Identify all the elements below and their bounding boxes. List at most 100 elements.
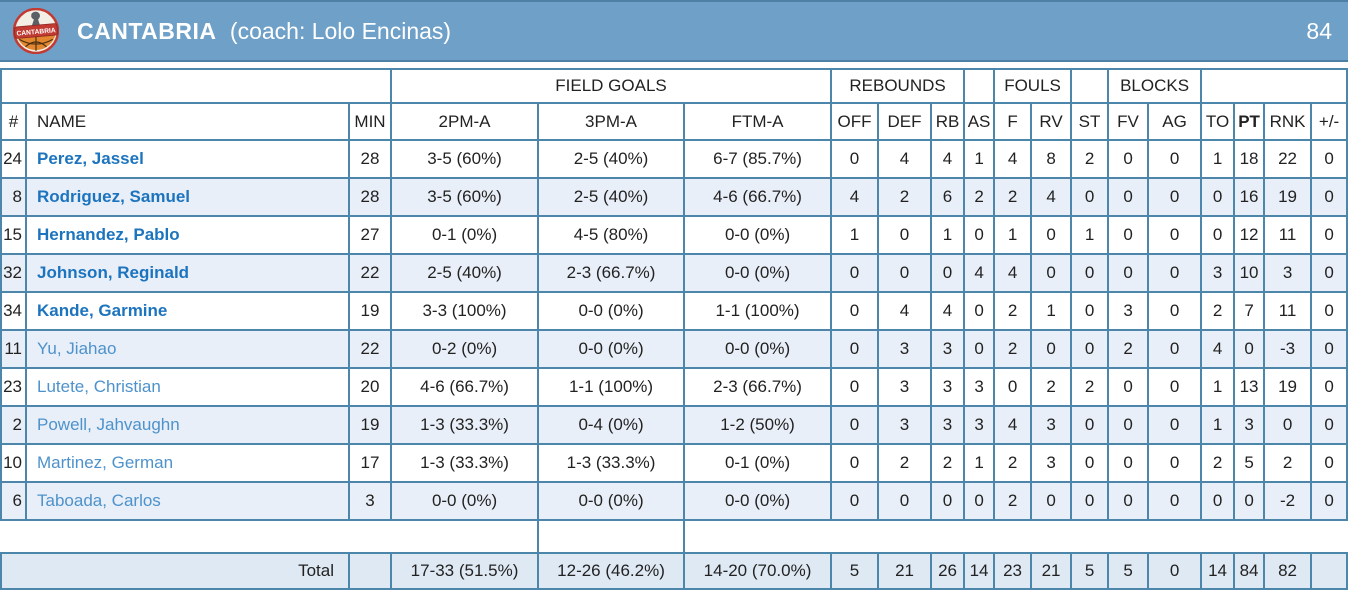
stat-off: 0 (830, 481, 880, 521)
player-row: 10 Martinez, German 17 1-3 (33.3%) 1-3 (… (0, 443, 1348, 483)
stat-rb: 0 (930, 253, 966, 293)
player-name-link[interactable]: Powell, Jahvaughn (25, 405, 350, 445)
player-name-link[interactable]: Kande, Garmine (25, 291, 350, 331)
box-score-table: FIELD GOALS REBOUNDS FOULS BLOCKS # NAME… (0, 68, 1348, 590)
stat-to: 3 (1200, 253, 1236, 293)
stat-3pm: 1-1 (100%) (537, 367, 686, 407)
stat-pt: 12 (1233, 215, 1266, 255)
stat-plusminus: 0 (1310, 215, 1348, 255)
stat-ftm: 1-2 (50%) (683, 405, 833, 445)
stat-min: 20 (347, 367, 393, 407)
stat-pt: 3 (1233, 405, 1266, 445)
stat-rnk: 22 (1263, 139, 1313, 179)
player-name-link[interactable]: Rodriguez, Samuel (25, 177, 350, 217)
spacer-cell (684, 520, 1348, 553)
stat-to: 1 (1200, 367, 1236, 407)
stat-as: 0 (963, 481, 996, 521)
group-field-goals: FIELD GOALS (390, 68, 833, 104)
stat-fv: 0 (1107, 215, 1150, 255)
stat-to: 0 (1200, 481, 1236, 521)
stat-plusminus: 0 (1310, 177, 1348, 217)
col-min: MIN (347, 102, 393, 141)
team-title: CANTABRIA (coach: Lolo Encinas) (77, 18, 451, 45)
player-name-link[interactable]: Perez, Jassel (25, 139, 350, 179)
stat-min: 3 (347, 481, 393, 521)
stat-off: 0 (830, 139, 880, 179)
stat-rb: 0 (930, 481, 966, 521)
group-blocks: BLOCKS (1107, 68, 1203, 104)
stat-plusminus: 0 (1310, 329, 1348, 369)
stat-to: 2 (1200, 443, 1236, 483)
stat-ag: 0 (1147, 139, 1203, 179)
stat-off: 0 (830, 405, 880, 445)
player-name-link[interactable]: Hernandez, Pablo (25, 215, 350, 255)
col-off: OFF (830, 102, 880, 141)
stat-def: 0 (877, 481, 933, 521)
player-name-link[interactable]: Yu, Jiahao (25, 329, 350, 369)
stat-as: 3 (963, 405, 996, 445)
player-name-link[interactable]: Taboada, Carlos (25, 481, 350, 521)
col-rb: RB (930, 102, 966, 141)
stat-f: 2 (993, 329, 1033, 369)
stat-ag: 0 (1147, 253, 1203, 293)
total-off: 5 (830, 552, 880, 590)
stat-st: 0 (1070, 481, 1110, 521)
stat-ag: 0 (1147, 177, 1203, 217)
col-name: NAME (25, 102, 350, 141)
total-plusminus (1310, 552, 1348, 590)
stat-2pm: 0-2 (0%) (390, 329, 540, 369)
group-empty-left (0, 68, 393, 104)
stat-def: 3 (877, 367, 933, 407)
stat-rnk: -2 (1263, 481, 1313, 521)
stat-off: 0 (830, 329, 880, 369)
total-rnk: 82 (1263, 552, 1313, 590)
stat-fv: 0 (1107, 177, 1150, 217)
stat-f: 2 (993, 291, 1033, 331)
total-rb: 26 (930, 552, 966, 590)
stat-rb: 6 (930, 177, 966, 217)
stat-rv: 8 (1030, 139, 1073, 179)
total-rv: 21 (1030, 552, 1073, 590)
player-row: 23 Lutete, Christian 20 4-6 (66.7%) 1-1 … (0, 367, 1348, 407)
total-def: 21 (877, 552, 933, 590)
logo-text: CANTABRIA (16, 27, 56, 37)
stat-to: 0 (1200, 215, 1236, 255)
stat-rnk: 19 (1263, 177, 1313, 217)
stat-off: 0 (830, 291, 880, 331)
col-st: ST (1070, 102, 1110, 141)
stat-ag: 0 (1147, 329, 1203, 369)
player-row: 15 Hernandez, Pablo 27 0-1 (0%) 4-5 (80%… (0, 215, 1348, 255)
player-name-link[interactable]: Lutete, Christian (25, 367, 350, 407)
stat-ag: 0 (1147, 367, 1203, 407)
stat-fv: 0 (1107, 443, 1150, 483)
stat-3pm: 0-0 (0%) (537, 291, 686, 331)
stat-st: 0 (1070, 329, 1110, 369)
stat-pt: 13 (1233, 367, 1266, 407)
stat-min: 17 (347, 443, 393, 483)
stat-off: 0 (830, 253, 880, 293)
player-row: 11 Yu, Jiahao 22 0-2 (0%) 0-0 (0%) 0-0 (… (0, 329, 1348, 369)
stat-plusminus: 0 (1310, 253, 1348, 293)
jersey-number: 6 (0, 481, 27, 521)
stat-ftm: 0-1 (0%) (683, 443, 833, 483)
total-row: Total 17-33 (51.5%) 12-26 (46.2%) 14-20 … (0, 552, 1348, 590)
team-name: CANTABRIA (77, 17, 217, 44)
spacer-row (1, 520, 1348, 553)
stat-rb: 4 (930, 139, 966, 179)
stat-rnk: -3 (1263, 329, 1313, 369)
stat-2pm: 1-3 (33.3%) (390, 405, 540, 445)
stat-rb: 1 (930, 215, 966, 255)
stat-f: 0 (993, 367, 1033, 407)
player-name-link[interactable]: Johnson, Reginald (25, 253, 350, 293)
stat-rv: 0 (1030, 329, 1073, 369)
stat-rv: 1 (1030, 291, 1073, 331)
stat-fv: 0 (1107, 481, 1150, 521)
stat-fv: 2 (1107, 329, 1150, 369)
group-empty-right (1200, 68, 1348, 104)
stat-min: 22 (347, 329, 393, 369)
player-name-link[interactable]: Martinez, German (25, 443, 350, 483)
stat-3pm: 0-0 (0%) (537, 481, 686, 521)
stat-plusminus: 0 (1310, 405, 1348, 445)
group-gap-2 (1070, 68, 1110, 104)
stat-3pm: 0-0 (0%) (537, 329, 686, 369)
